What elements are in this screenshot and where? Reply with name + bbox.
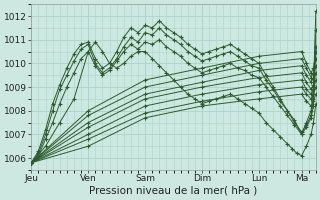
X-axis label: Pression niveau de la mer( hPa ): Pression niveau de la mer( hPa ) [90, 186, 258, 196]
